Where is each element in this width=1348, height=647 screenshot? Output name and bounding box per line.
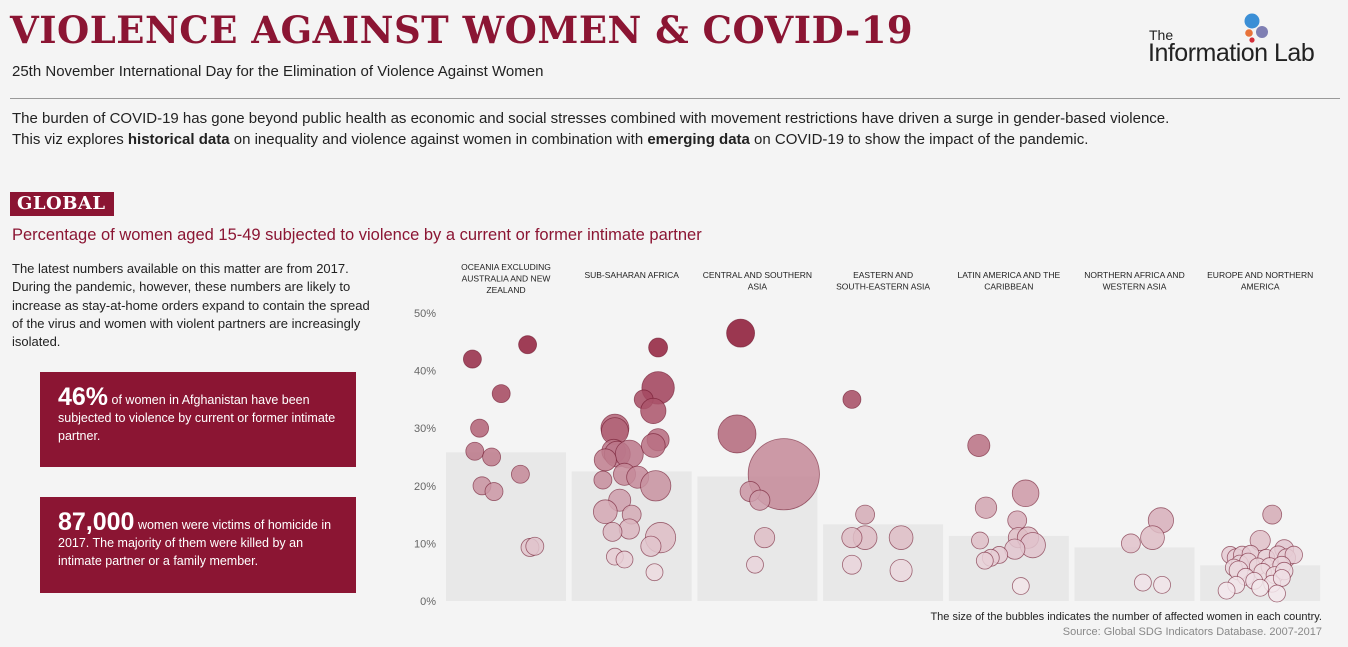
- country-bubble: [1249, 529, 1271, 552]
- region-label: LATIN AMERICA AND THE: [957, 270, 1060, 280]
- intro-text: The burden of COVID-19 has gone beyond p…: [12, 108, 1169, 150]
- header-divider: [10, 98, 1340, 99]
- global-section-badge: GLOBAL: [10, 192, 114, 216]
- region-label: AMERICA: [1241, 282, 1280, 292]
- region-label: ASIA: [748, 282, 768, 292]
- y-tick-label: 40%: [414, 366, 436, 378]
- country-bubble: [511, 464, 530, 484]
- country-bubble: [640, 397, 667, 424]
- country-bubble: [717, 414, 757, 454]
- country-bubble: [971, 531, 989, 550]
- country-bubble: [463, 349, 482, 369]
- country-bubble: [1284, 545, 1303, 565]
- stat-card-text: of women in Afghanistan have been subjec…: [58, 393, 336, 443]
- country-bubble: [1262, 504, 1283, 525]
- country-bubble: [525, 536, 545, 556]
- source-note: Source: Global SDG Indicators Database. …: [1062, 626, 1322, 638]
- region-label: SUB-SAHARAN AFRICA: [584, 270, 679, 280]
- logo-dots-icon: [1244, 13, 1268, 43]
- page-title: VIOLENCE AGAINST WOMEN & COVID-19: [10, 8, 914, 52]
- region-bar: [446, 452, 566, 601]
- section-description: The latest numbers available on this mat…: [12, 261, 370, 350]
- country-bubble: [491, 384, 511, 404]
- region-label: CARIBBEAN: [984, 282, 1033, 292]
- stat-card-afghanistan: 46% of women in Afghanistan have been su…: [40, 372, 356, 467]
- region-label: EUROPE AND NORTHERN: [1207, 270, 1313, 280]
- country-bubble: [482, 447, 501, 467]
- region-label: OCEANIA EXCLUDING: [461, 262, 551, 272]
- region-label: CENTRAL AND SOUTHERN: [703, 270, 812, 280]
- region-label: WESTERN ASIA: [1103, 282, 1167, 292]
- page-subtitle: 25th November International Day for the …: [12, 63, 544, 80]
- country-bubble: [975, 551, 994, 570]
- country-bubble: [974, 496, 998, 519]
- country-bubble: [1272, 569, 1291, 587]
- country-bubble: [465, 441, 485, 461]
- region-label: NORTHERN AFRICA AND: [1084, 270, 1184, 280]
- region-label: ZEALAND: [486, 285, 525, 295]
- stat-card-value: 46%: [58, 383, 109, 411]
- y-tick-label: 30%: [414, 423, 436, 435]
- country-bubble: [1217, 581, 1236, 600]
- country-bubble: [484, 482, 504, 501]
- country-bubble: [1140, 525, 1165, 550]
- country-bubble: [726, 318, 756, 348]
- country-bubble: [1134, 573, 1152, 592]
- chart-title: Percentage of women aged 15-49 subjected…: [12, 226, 702, 244]
- country-bubble: [645, 563, 664, 582]
- country-bubble: [967, 434, 991, 457]
- region-label: EASTERN AND: [853, 270, 913, 280]
- intro-line-2: This viz explores historical data on ine…: [12, 131, 1089, 148]
- country-bubble: [1251, 578, 1270, 597]
- bubble-bar-chart: 0% 10% 20% 30% 40% 50% OCEANIA EXCLUDING AUSTRA…: [414, 262, 1321, 605]
- stat-card-homicide: 87,000 women were victims of homicide in…: [40, 497, 356, 593]
- country-bubble: [518, 335, 537, 355]
- logo-text-the: The: [1149, 27, 1174, 43]
- country-bubble: [1153, 575, 1171, 594]
- country-bubble: [648, 337, 668, 358]
- country-bubble: [592, 499, 618, 525]
- region-bar: [1074, 547, 1195, 601]
- country-bubble: [618, 518, 640, 540]
- country-bubble: [602, 522, 623, 542]
- y-tick-label: 0%: [420, 596, 436, 605]
- country-bubble: [841, 527, 863, 549]
- country-bubble: [640, 535, 662, 557]
- country-bubble: [855, 504, 875, 525]
- bubble-size-note: The size of the bubbles indicates the nu…: [930, 611, 1322, 623]
- country-bubble: [640, 470, 672, 502]
- region-label: AUSTRALIA AND NEW: [462, 274, 551, 284]
- intro-line-1: The burden of COVID-19 has gone beyond p…: [12, 110, 1170, 127]
- country-bubble: [749, 489, 771, 511]
- y-tick-label: 20%: [414, 481, 436, 493]
- country-bubble: [615, 550, 634, 569]
- country-bubble: [754, 527, 776, 549]
- information-lab-logo[interactable]: The Information Lab: [1148, 12, 1328, 70]
- country-bubble: [1007, 510, 1028, 531]
- country-bubble: [593, 448, 617, 472]
- y-tick-label: 10%: [414, 538, 436, 550]
- logo-text-name: Information Lab: [1148, 39, 1315, 67]
- country-bubble: [1121, 533, 1141, 554]
- region-bar: [823, 524, 944, 601]
- country-bubble: [842, 389, 862, 409]
- country-bubble: [470, 418, 489, 438]
- country-bubble: [889, 559, 913, 582]
- country-bubble: [640, 433, 666, 458]
- country-bubble: [1268, 584, 1286, 603]
- country-bubble: [842, 554, 862, 575]
- country-bubble: [746, 555, 764, 574]
- country-bubble: [1011, 577, 1030, 595]
- region-label: SOUTH-EASTERN ASIA: [836, 282, 930, 292]
- country-bubble: [888, 525, 914, 550]
- country-bubble: [1011, 479, 1040, 508]
- country-bubble: [593, 470, 613, 490]
- y-tick-label: 50%: [414, 308, 436, 320]
- stat-card-value: 87,000: [58, 508, 135, 536]
- stat-card-text: women were victims of homicide in 2017. …: [58, 518, 332, 568]
